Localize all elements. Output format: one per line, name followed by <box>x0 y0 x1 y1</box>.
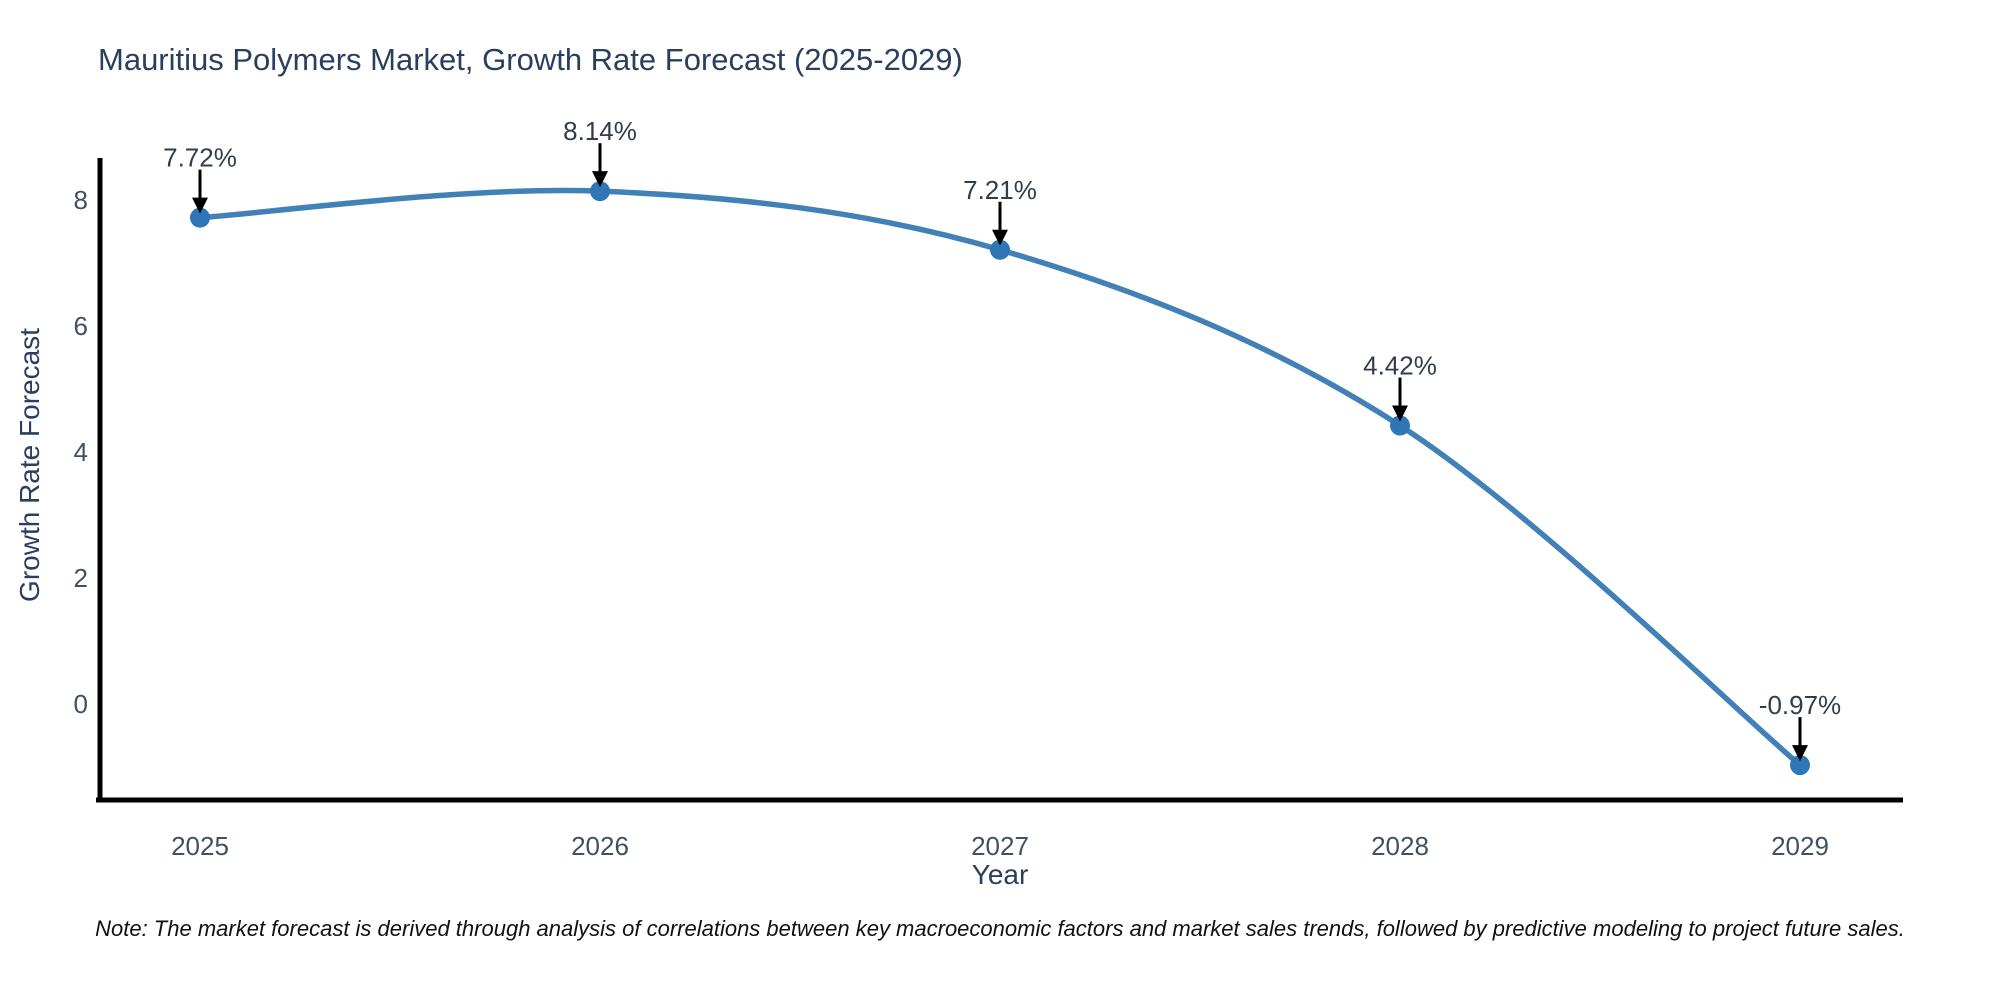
y-tick-label: 0 <box>74 689 88 719</box>
x-tick-label: 2025 <box>171 831 229 861</box>
annotation-arrow-head <box>1792 745 1808 762</box>
x-axis-label: Year <box>971 859 1029 890</box>
data-point-marker <box>1790 755 1810 776</box>
data-point-marker <box>590 181 610 202</box>
annotation-arrow-head <box>1392 405 1408 422</box>
data-point-marker <box>190 207 210 228</box>
y-tick-label: 8 <box>74 185 88 215</box>
y-tick-label: 4 <box>74 437 88 467</box>
data-point-label: -0.97% <box>1759 690 1841 720</box>
x-tick-label: 2027 <box>971 831 1029 861</box>
annotation-arrow-head <box>992 229 1008 246</box>
footnote: Note: The market forecast is derived thr… <box>95 916 1905 941</box>
data-point-marker <box>1390 415 1410 436</box>
data-point-label: 4.42% <box>1363 351 1437 381</box>
data-point-label: 8.14% <box>563 116 637 146</box>
data-point-label: 7.21% <box>963 175 1037 205</box>
x-tick-label: 2026 <box>571 831 629 861</box>
x-tick-label: 2029 <box>1771 831 1829 861</box>
chart-title: Mauritius Polymers Market, Growth Rate F… <box>98 42 963 77</box>
data-point-label: 7.72% <box>163 143 237 173</box>
annotation-arrow-head <box>192 197 208 214</box>
y-tick-label: 6 <box>74 311 88 341</box>
annotation-arrow-head <box>592 171 608 188</box>
x-tick-label: 2028 <box>1371 831 1429 861</box>
forecast-line <box>197 187 1803 768</box>
y-tick-label: 2 <box>74 563 88 593</box>
data-point-marker <box>990 239 1010 260</box>
